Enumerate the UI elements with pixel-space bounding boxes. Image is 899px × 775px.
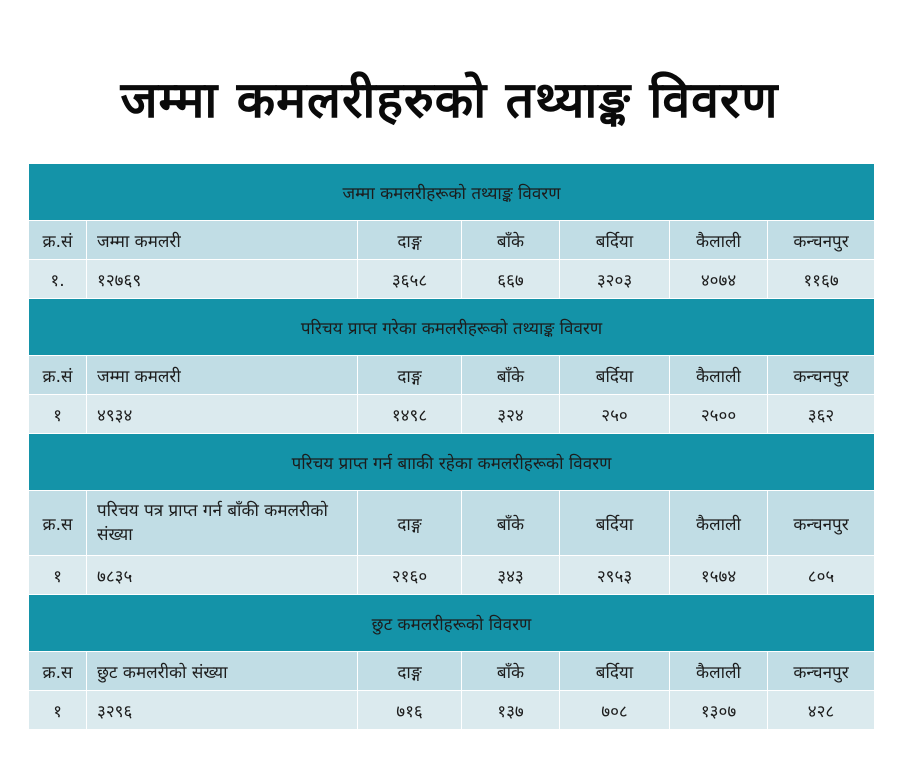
section-3-data-row: १ ७८३५ २१६० ३४३ २९५३ १५७४ ८०५ — [28, 555, 876, 595]
cell-total: ४९३४ — [86, 394, 358, 434]
section-3-header: परिचय प्राप्त गर्न बााकी रहेका कमलरीहरूक… — [27, 433, 876, 491]
section-2-title: परिचय प्राप्त गरेका कमलरीहरूको तथ्याङ्क … — [27, 298, 876, 356]
header-kanchanpur: कन्चनपुर — [766, 490, 876, 556]
section-1-header: जम्मा कमलरीहरूको तथ्याङ्क विवरण — [27, 163, 876, 221]
header-serial: क्र.सं — [28, 220, 87, 260]
header-banke: बाँके — [461, 355, 560, 395]
section-4-header: छुट कमलरीहरूको विवरण — [27, 594, 876, 652]
header-bardiya: बर्दिया — [559, 490, 670, 556]
header-kanchanpur: कन्चनपुर — [766, 651, 876, 691]
header-dang: दाङ्ग — [357, 355, 462, 395]
statistics-tables: जम्मा कमलरीहरूको तथ्याङ्क विवरण क्र.सं ज… — [27, 163, 876, 730]
header-exempt-count: छुट कमलरीको संख्या — [86, 651, 358, 691]
cell-kanchanpur: ४२८ — [766, 690, 876, 730]
header-kanchanpur: कन्चनपुर — [766, 220, 876, 260]
section-3-title: परिचय प्राप्त गर्न बााकी रहेका कमलरीहरूक… — [27, 433, 876, 491]
cell-kanchanpur: ३६२ — [766, 394, 876, 434]
section-2-header: परिचय प्राप्त गरेका कमलरीहरूको तथ्याङ्क … — [27, 298, 876, 356]
cell-serial: १ — [28, 555, 87, 595]
cell-serial: १ — [28, 690, 87, 730]
header-kanchanpur: कन्चनपुर — [766, 355, 876, 395]
cell-dang: ३६५८ — [357, 259, 462, 299]
cell-kanchanpur: ११६७ — [766, 259, 876, 299]
cell-kailali: १५७४ — [669, 555, 768, 595]
header-serial: क्र.स — [28, 651, 87, 691]
cell-total: ३२९६ — [86, 690, 358, 730]
header-bardiya: बर्दिया — [559, 220, 670, 260]
cell-banke: ६६७ — [461, 259, 560, 299]
cell-total: १२७६९ — [86, 259, 358, 299]
cell-banke: ३४३ — [461, 555, 560, 595]
section-4-column-headers: क्र.स छुट कमलरीको संख्या दाङ्ग बाँके बर्… — [28, 651, 876, 691]
header-pending-count: परिचय पत्र प्राप्त गर्न बाँकी कमलरीको सं… — [86, 490, 358, 556]
header-dang: दाङ्ग — [357, 220, 462, 260]
header-kailali: कैलाली — [669, 490, 768, 556]
header-total: जम्मा कमलरी — [86, 355, 358, 395]
header-kailali: कैलाली — [669, 220, 768, 260]
cell-bardiya: ३२०३ — [559, 259, 670, 299]
cell-kailali: ४०७४ — [669, 259, 768, 299]
page-title: जम्मा कमलरीहरुको तथ्याङ्क विवरण — [120, 71, 779, 129]
cell-dang: ७१६ — [357, 690, 462, 730]
section-1-title: जम्मा कमलरीहरूको तथ्याङ्क विवरण — [27, 163, 876, 221]
cell-bardiya: ७०८ — [559, 690, 670, 730]
header-kailali: कैलाली — [669, 355, 768, 395]
cell-serial: १ — [28, 394, 87, 434]
header-serial: क्र.स — [28, 490, 87, 556]
header-total: जम्मा कमलरी — [86, 220, 358, 260]
section-1-column-headers: क्र.सं जम्मा कमलरी दाङ्ग बाँके बर्दिया क… — [28, 220, 876, 260]
section-1-data-row: १. १२७६९ ३६५८ ६६७ ३२०३ ४०७४ ११६७ — [28, 259, 876, 299]
header-dang: दाङ्ग — [357, 651, 462, 691]
section-4-data-row: १ ३२९६ ७१६ १३७ ७०८ १३०७ ४२८ — [28, 690, 876, 730]
header-dang: दाङ्ग — [357, 490, 462, 556]
header-serial: क्र.सं — [28, 355, 87, 395]
cell-dang: १४९८ — [357, 394, 462, 434]
cell-bardiya: २९५३ — [559, 555, 670, 595]
cell-dang: २१६० — [357, 555, 462, 595]
cell-total: ७८३५ — [86, 555, 358, 595]
kamlari-statistics-table: जम्मा कमलरीहरूको तथ्याङ्क विवरण क्र.सं ज… — [27, 163, 876, 730]
header-kailali: कैलाली — [669, 651, 768, 691]
cell-banke: ३२४ — [461, 394, 560, 434]
section-2-data-row: १ ४९३४ १४९८ ३२४ २५० २५०० ३६२ — [28, 394, 876, 434]
section-2-column-headers: क्र.सं जम्मा कमलरी दाङ्ग बाँके बर्दिया क… — [28, 355, 876, 395]
header-banke: बाँके — [461, 651, 560, 691]
cell-kanchanpur: ८०५ — [766, 555, 876, 595]
header-banke: बाँके — [461, 490, 560, 556]
cell-bardiya: २५० — [559, 394, 670, 434]
cell-banke: १३७ — [461, 690, 560, 730]
cell-kailali: १३०७ — [669, 690, 768, 730]
section-4-title: छुट कमलरीहरूको विवरण — [27, 594, 876, 652]
section-3-column-headers: क्र.स परिचय पत्र प्राप्त गर्न बाँकी कमलर… — [28, 490, 876, 556]
header-bardiya: बर्दिया — [559, 355, 670, 395]
cell-kailali: २५०० — [669, 394, 768, 434]
header-bardiya: बर्दिया — [559, 651, 670, 691]
header-banke: बाँके — [461, 220, 560, 260]
cell-serial: १. — [28, 259, 87, 299]
